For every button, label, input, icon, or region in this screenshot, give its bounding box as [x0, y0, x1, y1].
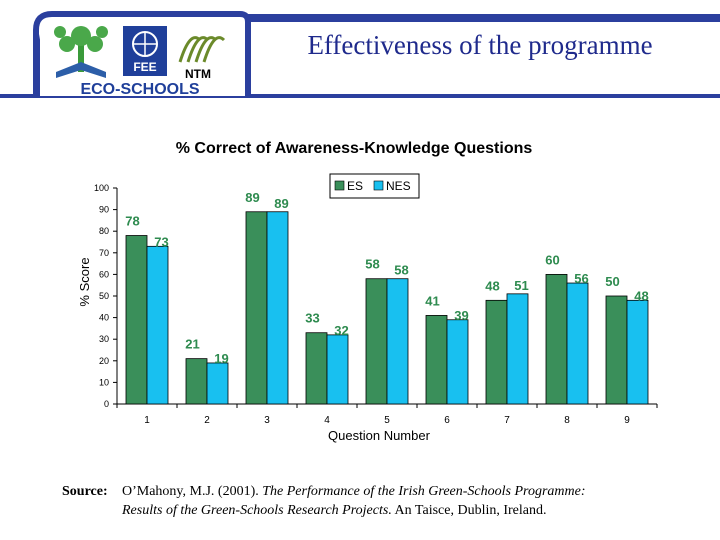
- data-label-es: 50: [605, 274, 619, 289]
- data-label-nes: 19: [214, 351, 228, 366]
- bar-nes: [626, 299, 649, 405]
- fee-logo-text: FEE: [133, 60, 156, 74]
- y-tick-label: 70: [99, 248, 109, 258]
- data-label-es: 41: [425, 293, 439, 308]
- bar-es: [365, 278, 388, 405]
- source-publisher: An Taisce, Dublin, Ireland.: [391, 503, 547, 518]
- y-tick-label: 20: [99, 356, 109, 366]
- x-tick-label: 2: [204, 415, 210, 426]
- data-label-nes: 39: [454, 308, 468, 323]
- bar-nes: [206, 362, 229, 405]
- bar-nes: [266, 211, 289, 405]
- y-tick-label: 50: [99, 291, 109, 301]
- data-label-nes: 89: [274, 196, 288, 211]
- data-label-nes: 48: [634, 288, 648, 303]
- x-tick-label: 5: [384, 415, 390, 426]
- source-line2: Results of the Green-Schools Research Pr…: [62, 501, 702, 520]
- x-tick-label: 8: [564, 415, 570, 426]
- bar-es: [125, 235, 148, 405]
- y-tick-label: 40: [99, 313, 109, 323]
- source-title-part2: Results of the Green-Schools Research Pr…: [122, 503, 392, 518]
- data-label-es: 58: [365, 257, 379, 272]
- x-tick-label: 7: [504, 415, 510, 426]
- source-title-part1: The Performance of the Irish Green-Schoo…: [262, 484, 586, 499]
- x-tick-label: 6: [444, 415, 450, 426]
- data-label-nes: 73: [154, 234, 168, 249]
- x-tick-label: 9: [624, 415, 630, 426]
- legend-label-es: ES: [347, 179, 363, 193]
- y-tick-label: 80: [99, 226, 109, 236]
- data-label-es: 48: [485, 278, 499, 293]
- bar-es: [245, 211, 268, 405]
- y-tick-label: 0: [104, 399, 109, 409]
- data-label-es: 60: [545, 252, 559, 267]
- chart-title: % Correct of Awareness-Knowledge Questio…: [176, 140, 533, 157]
- bar-nes: [326, 334, 349, 405]
- logo-panel-border: [33, 11, 251, 96]
- source-citation: Source: O’Mahony, M.J. (2001). The Perfor…: [62, 482, 702, 520]
- source-label: Source:: [62, 484, 108, 499]
- source-authors: O’Mahony, M.J. (2001).: [122, 484, 263, 499]
- x-tick-label: 1: [144, 415, 150, 426]
- bar-es: [305, 332, 328, 405]
- bar-nes: [566, 282, 589, 405]
- bar-nes: [386, 278, 409, 405]
- ntm-logo: NTM: [178, 36, 226, 81]
- legend-swatch-nes: [373, 180, 384, 191]
- eco-schools-logo-text: ECO-SCHOOLS: [80, 81, 199, 98]
- y-tick-label: 60: [99, 269, 109, 279]
- x-axis-label: Question Number: [328, 428, 431, 443]
- bar-nes: [146, 245, 169, 405]
- slide-title: Effectiveness of the programme: [307, 30, 652, 60]
- header-banner: [0, 14, 720, 98]
- y-tick-label: 30: [99, 334, 109, 344]
- data-label-nes: 32: [334, 323, 348, 338]
- data-label-es: 78: [125, 214, 139, 229]
- bar-es: [605, 295, 628, 405]
- y-tick-label: 10: [99, 377, 109, 387]
- x-tick-label: 3: [264, 415, 270, 426]
- bar-es: [545, 273, 568, 405]
- bar-es: [425, 315, 448, 405]
- y-tick-label: 100: [94, 183, 109, 193]
- bar-nes: [446, 319, 469, 405]
- data-label-es: 33: [305, 311, 319, 326]
- x-tick-label: 4: [324, 415, 330, 426]
- data-label-nes: 56: [574, 271, 588, 286]
- data-label-es: 89: [245, 190, 259, 205]
- bar-nes: [506, 293, 529, 405]
- header-rule: [0, 94, 720, 98]
- eco-schools-tree-icon: [54, 26, 108, 78]
- data-label-nes: 58: [394, 263, 408, 278]
- fee-logo: FEE: [123, 26, 167, 76]
- legend-swatch-es: [334, 180, 345, 191]
- bar-es: [485, 299, 508, 405]
- data-label-nes: 51: [514, 278, 528, 293]
- ntm-logo-text: NTM: [185, 67, 211, 81]
- y-axis-label: % Score: [77, 257, 92, 306]
- y-tick-label: 90: [99, 205, 109, 215]
- bar-es: [185, 358, 208, 405]
- legend-label-nes: NES: [386, 179, 411, 193]
- data-label-es: 21: [185, 337, 199, 352]
- legend: ES NES: [329, 173, 420, 199]
